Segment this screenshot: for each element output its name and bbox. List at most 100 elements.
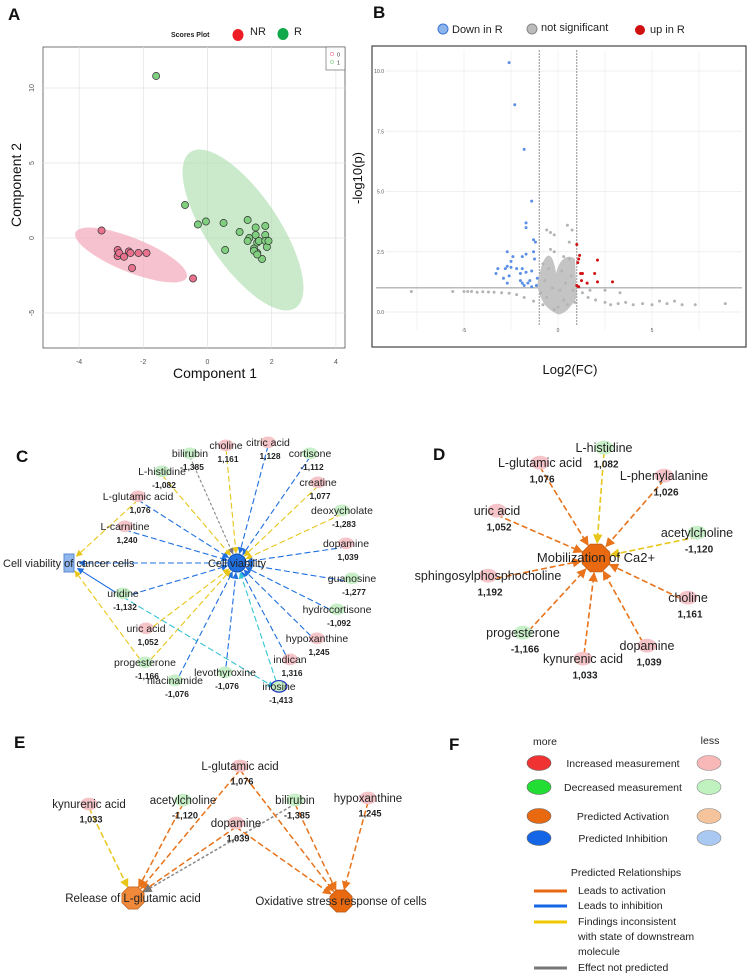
node-ach[interactable]: acetylcholine -1,120 [150, 793, 216, 821]
data-point-r [235, 228, 244, 236]
node-bilirubin[interactable]: bilirubin -1,385 [172, 447, 208, 473]
node-hypox[interactable]: hypoxanthine 1,245 [334, 791, 402, 819]
x-axis-label-a: Component 1 [173, 365, 257, 381]
edge-glut-to-rel [140, 769, 241, 890]
x-tick-label: -2 [140, 359, 146, 366]
node-value: -1,120 [685, 545, 714, 556]
node-hypox[interactable]: hypoxanthine 1,245 [286, 632, 349, 658]
target-ox[interactable]: Oxidative stress response of cells [255, 889, 427, 913]
data-point-down-in-r [511, 255, 515, 259]
inner-legend-1: 1 [337, 61, 340, 67]
node-value: -1,112 [300, 462, 324, 472]
node-value: 1,077 [310, 491, 331, 501]
panel-label-f: F [449, 735, 459, 754]
node-proges[interactable]: progesterone -1,166 [114, 656, 176, 682]
data-point-not-significant [475, 290, 479, 294]
legend-nr-swatch [232, 29, 244, 41]
node-label: progesterone [114, 657, 176, 669]
data-point-down-in-r [507, 61, 511, 65]
node-guanosine[interactable]: guanosine -1,277 [328, 572, 377, 598]
panel-label-d: D [433, 445, 445, 464]
node-proges[interactable]: progesterone -1,166 [486, 625, 560, 656]
legend-panel-f: more less Increased measurement Decreased m… [526, 735, 722, 974]
node-uridine[interactable]: uridine -1,132 [107, 587, 139, 613]
node-phe[interactable]: L-phenylalanine 1,026 [620, 468, 708, 499]
increased-node-icon [678, 590, 698, 605]
node-ach[interactable]: acetylcholine -1,120 [661, 525, 733, 556]
node-glut[interactable]: L-glutamic acid 1,076 [103, 490, 174, 516]
node-bili[interactable]: bilirubin -1,385 [275, 793, 315, 821]
node-levo[interactable]: levothyroxine -1,076 [194, 666, 256, 692]
node-glut[interactable]: L-glutamic acid 1,076 [498, 455, 582, 486]
target-rel[interactable]: Release of L-glutamic acid [65, 886, 201, 910]
node-hydro[interactable]: hydrocortisone -1,092 [303, 603, 372, 629]
data-point-nr [134, 249, 143, 257]
node-label: uric acid [474, 504, 521, 518]
node-carnitine[interactable]: L-carnitine 1,240 [100, 520, 150, 546]
increased-node-icon [573, 651, 593, 666]
node-value: -1,166 [135, 671, 159, 681]
network-mobilization-ca: L-glutamic acid 1,076 L-histidine 1,082L-ph… [415, 440, 733, 682]
edge-kyn-to-rel [88, 807, 129, 889]
node-value: -1,277 [342, 587, 366, 597]
node-kyn[interactable]: kynurenic acid 1,033 [52, 797, 126, 825]
function-octagon-icon [581, 543, 611, 573]
increased-node-icon [117, 520, 133, 533]
node-kyn[interactable]: kynurenic acid 1,033 [543, 651, 623, 682]
relationship-label-line: molecule [578, 946, 620, 958]
node-indican[interactable]: indican 1,316 [273, 653, 307, 679]
node-creatine[interactable]: creatine 1,077 [299, 476, 337, 502]
target-ca[interactable]: Mobilization of Ca2+ [537, 543, 655, 573]
edge-hypox-to-ox [341, 801, 369, 891]
data-point-not-significant [650, 303, 654, 307]
node-uric[interactable]: uric acid 1,052 [126, 622, 166, 648]
decreased-node-icon [329, 603, 345, 616]
data-point-down-in-r [533, 257, 536, 261]
node-dopamine[interactable]: dopamine 1,039 [620, 638, 675, 669]
node-choline[interactable]: choline 1,161 [209, 439, 243, 465]
data-point-not-significant [723, 302, 727, 306]
node-citric[interactable]: citric acid 1,128 [246, 436, 290, 462]
target-cvc[interactable]: Cell viability of cancer cells [3, 553, 135, 573]
x-tick-label: 4 [334, 359, 338, 366]
edge-hist-to-ca [592, 451, 605, 544]
increased-node-icon [530, 455, 550, 470]
node-sph[interactable]: sphingosylphosphocholine 1,192 [415, 568, 562, 599]
edge-choline-to-ca [608, 563, 689, 603]
data-point-nr [126, 249, 135, 257]
not-significant-cloud [537, 255, 577, 315]
node-label: acetylcholine [661, 526, 733, 540]
data-point-down-in-r [522, 283, 526, 287]
function-label: Oxidative stress response of cells [255, 896, 427, 908]
node-inosine[interactable]: inosine -1,413 [262, 679, 296, 706]
node-dopamine[interactable]: dopamine 1,039 [211, 816, 262, 844]
node-hist[interactable]: L-histidine 1,082 [576, 440, 633, 471]
node-cortisone[interactable]: cortisone -1,112 [289, 447, 332, 473]
data-point-down-in-r [501, 276, 505, 280]
node-glut[interactable]: L-glutamic acid 1,076 [201, 759, 279, 787]
data-point-not-significant [532, 299, 536, 303]
node-uric[interactable]: uric acid 1,052 [474, 503, 521, 534]
node-label: levothyroxine [194, 667, 256, 679]
increased-node-icon [654, 468, 674, 483]
data-point-down-in-r [509, 265, 513, 269]
data-point-not-significant [573, 300, 577, 304]
node-dopamine[interactable]: dopamine 1,039 [323, 537, 369, 563]
inner-legend-0: 0 [337, 53, 340, 59]
legend-less-swatch-icon [696, 779, 722, 795]
data-point-down-in-r [534, 283, 538, 287]
data-point-not-significant [470, 290, 474, 294]
node-deoxy[interactable]: deoxycholate -1,283 [311, 504, 373, 530]
node-choline[interactable]: choline 1,161 [668, 590, 708, 621]
legend-down-label: Down in R [452, 24, 503, 36]
legend-row-label: Decreased measurement [564, 782, 682, 794]
data-point-down-in-r [520, 255, 524, 259]
node-hist[interactable]: L-histidine -1,082 [138, 465, 186, 491]
node-niacin[interactable]: niacinamide -1,076 [147, 674, 203, 700]
node-value: 1,192 [477, 588, 502, 599]
data-point-not-significant [548, 247, 552, 251]
legend-row-label: Predicted Inhibition [578, 833, 667, 845]
panel-label-e: E [14, 733, 25, 752]
data-point-down-in-r [513, 103, 517, 107]
target-cv[interactable]: Cell viability [208, 553, 267, 573]
